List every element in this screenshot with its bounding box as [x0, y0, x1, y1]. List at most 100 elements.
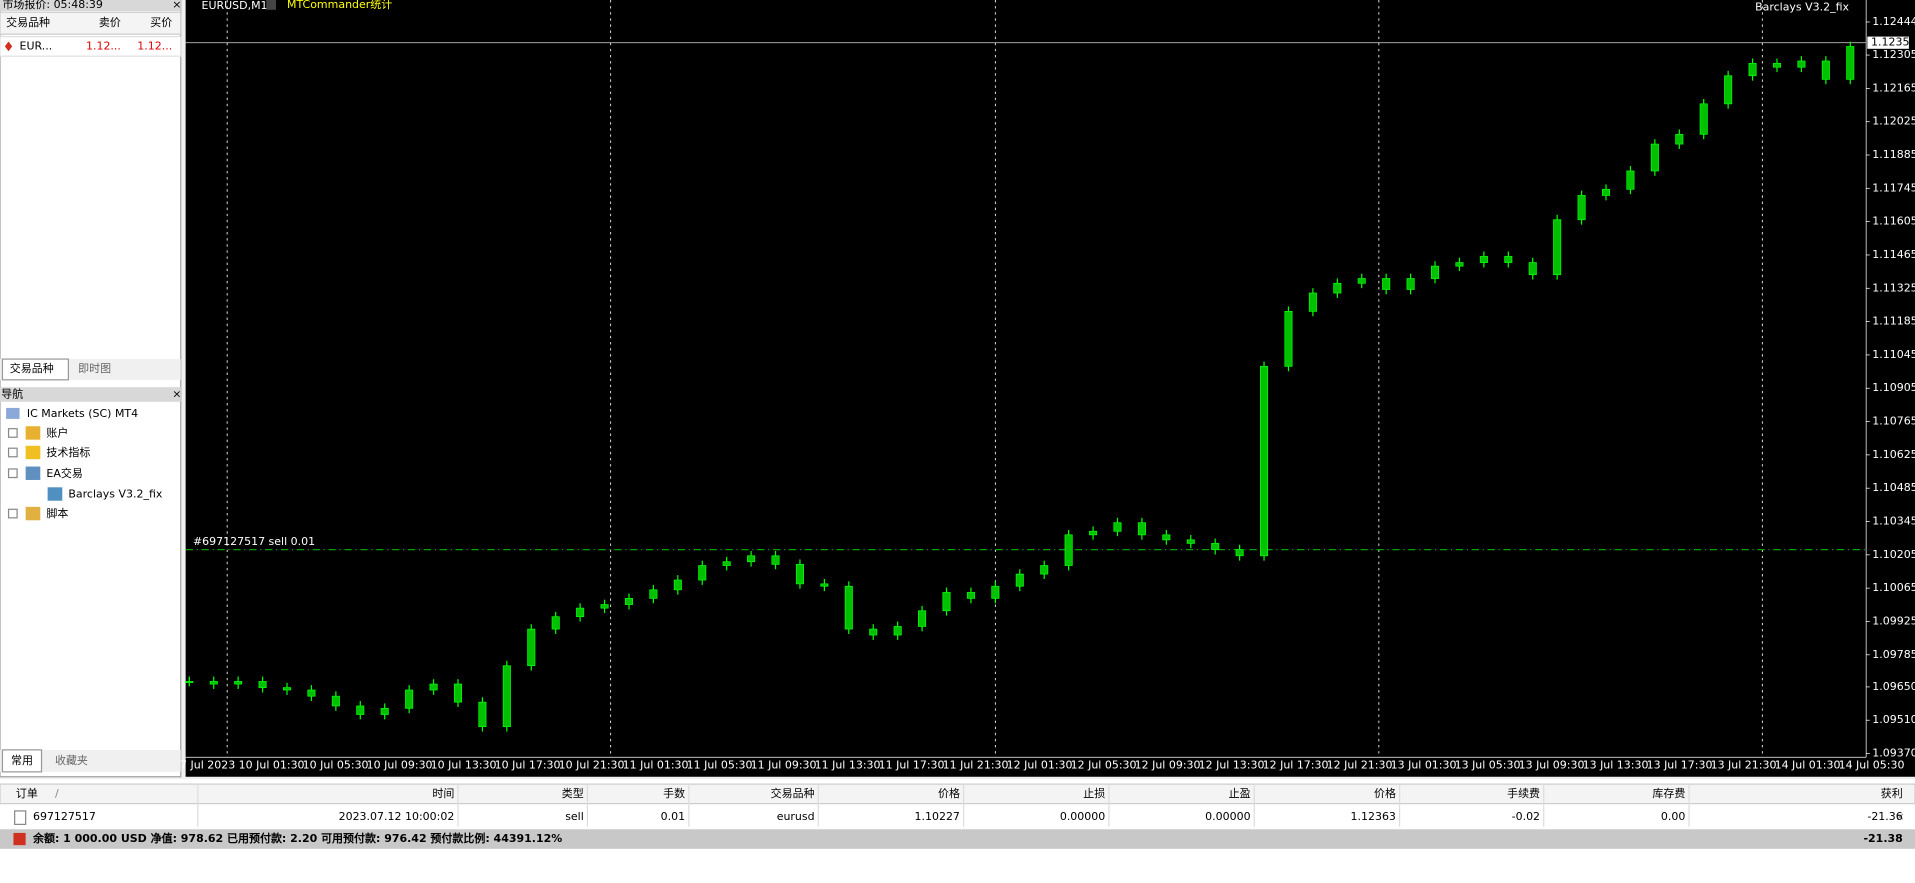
column-label: 止损	[1083, 786, 1105, 800]
account-summary: 余额: 1 000.00 USD 净值: 978.62 已用预付款: 2.20 …	[32, 831, 562, 845]
y-tick-label: 1.10905	[1872, 381, 1915, 394]
tab-label: 收藏夹	[55, 753, 88, 767]
candle	[1137, 522, 1146, 536]
x-tick-label: 13 Jul 05:30	[1455, 759, 1521, 772]
panel-title: 导航	[1, 386, 23, 400]
candle	[282, 687, 292, 691]
candle	[966, 592, 975, 599]
y-tick-label: 1.10065	[1872, 581, 1915, 594]
x-tick-label: 12 Jul 13:30	[1199, 759, 1265, 772]
cell: 0.00	[1661, 810, 1685, 823]
y-tick-label: 1.11045	[1872, 348, 1915, 361]
candle	[1235, 549, 1244, 557]
x-tick-label: 13 Jul 21:30	[1711, 759, 1777, 772]
x-tick-label: 13 Jul 01:30	[1391, 759, 1457, 772]
x-tick-label: 10 Jul 09:30	[367, 759, 433, 772]
candle	[1797, 60, 1806, 68]
x-tick-label: 14 Jul 05:30	[1839, 759, 1905, 772]
cell: 1.12...	[137, 39, 172, 52]
tab[interactable]	[1, 358, 70, 381]
x-tick-label: 10 Jul 01:30	[239, 759, 305, 772]
candle	[747, 555, 756, 563]
x-tick-label: 13 Jul 17:30	[1647, 759, 1713, 772]
cell: 697127517	[33, 810, 96, 823]
summary-icon	[13, 832, 26, 846]
tab[interactable]	[1, 749, 43, 773]
total-profit: -21.38	[1863, 832, 1902, 845]
candle	[1772, 63, 1782, 68]
x-tick-label: 11 Jul 17:30	[879, 759, 945, 772]
x-tick-label: 11 Jul 21:30	[943, 759, 1009, 772]
candle	[405, 689, 414, 709]
x-tick-label: 10 Jul 17:30	[495, 759, 561, 772]
candle	[1553, 219, 1562, 276]
chart-symbol: EURUSD,M15	[202, 0, 275, 12]
column-label: 交易品种	[6, 15, 50, 29]
candle	[1748, 63, 1757, 77]
candle	[1162, 534, 1171, 541]
candle	[942, 592, 951, 612]
candle	[1186, 539, 1195, 544]
current-price: 1.12357	[1871, 36, 1915, 49]
y-tick-label: 1.11325	[1872, 281, 1915, 294]
column-label: 手续费	[1507, 786, 1540, 800]
column-label: 买价	[150, 16, 172, 29]
cell: 0.00000	[1060, 810, 1105, 823]
tree-expanders	[7, 428, 18, 519]
candle	[1504, 256, 1513, 263]
summary-row	[0, 829, 1915, 849]
chart-area	[185, 0, 1915, 777]
close-order[interactable]: ×	[1895, 810, 1904, 823]
candle	[600, 604, 609, 609]
candle	[1577, 195, 1586, 221]
x-tick-label: 12 Jul 01:30	[1007, 759, 1073, 772]
cell: 1.12363	[1351, 810, 1396, 823]
cell: sell	[565, 810, 584, 823]
y-tick-label: 1.09650	[1872, 680, 1915, 693]
candle	[820, 583, 829, 587]
expert-label: Barclays V3.2_fix	[1755, 0, 1849, 13]
cell: -0.02	[1512, 810, 1540, 823]
tab-label: 即时图	[78, 362, 111, 375]
row[interactable]	[0, 36, 182, 57]
candle	[1333, 282, 1342, 294]
candle	[1015, 573, 1024, 587]
cell: -21.36	[1867, 810, 1902, 823]
candle	[1211, 543, 1220, 550]
indicator-label: MTCommander统计	[287, 0, 392, 11]
server-icon	[6, 407, 20, 419]
tree-item: 脚本	[46, 506, 68, 520]
x-tick-label: 12 Jul 17:30	[1263, 759, 1329, 772]
candle	[576, 607, 585, 618]
candle	[1308, 292, 1317, 312]
panel-title: 市场报价: 05:48:39	[2, 0, 102, 11]
candle	[1846, 46, 1855, 80]
candle	[307, 689, 316, 697]
close-icon[interactable]: ×	[172, 0, 181, 11]
x-tick-label: 11 Jul 13:30	[815, 759, 881, 772]
x-tick-label: 12 Jul 09:30	[1135, 759, 1201, 772]
column-label: 价格	[938, 786, 960, 800]
tree-icons	[25, 426, 63, 521]
tab-label: 交易品种	[10, 361, 54, 375]
y-tick-label: 1.11185	[1872, 315, 1915, 328]
column-label: 手数	[663, 786, 685, 800]
y-tick-label: 1.10625	[1872, 448, 1915, 461]
candle	[1430, 265, 1440, 279]
cell: 1.10227	[915, 810, 960, 823]
y-tick-label: 1.12025	[1872, 115, 1915, 128]
y-tick-label: 1.12444	[1872, 15, 1915, 28]
tab-bar	[0, 749, 181, 772]
y-tick-label: 1.11885	[1872, 148, 1915, 161]
close-icon[interactable]: ×	[172, 387, 181, 400]
candle	[478, 701, 487, 728]
column-label: 止盈	[1229, 787, 1251, 800]
day-separators	[226, 0, 1763, 758]
x-tick-label: 11 Jul 09:30	[751, 759, 817, 772]
candle	[1455, 262, 1464, 267]
candle	[1040, 565, 1049, 575]
candle	[551, 616, 560, 630]
y-tick-label: 1.10205	[1872, 548, 1915, 561]
y-tick-label: 1.09785	[1872, 648, 1915, 661]
